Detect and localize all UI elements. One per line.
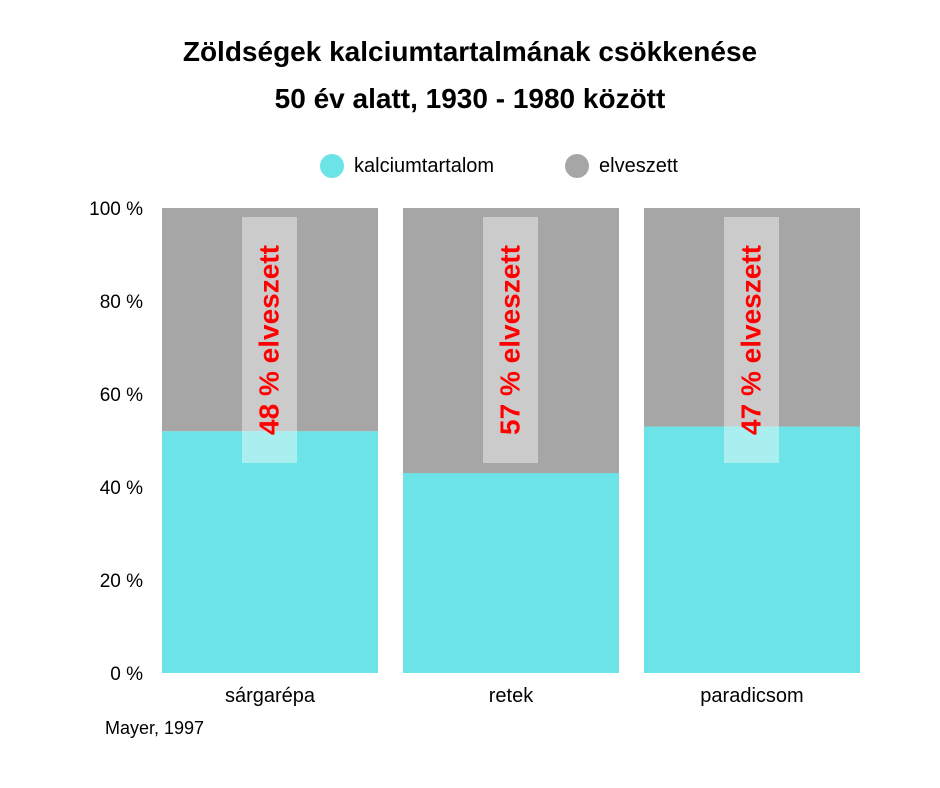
chart-title-line-2: 50 év alatt, 1930 - 1980 között: [274, 83, 666, 114]
legend-swatch-elveszett: [565, 154, 589, 178]
legend-swatch-kalciumtartalom: [320, 154, 344, 178]
annotation-background: [724, 217, 779, 463]
y-tick-label: 20 %: [100, 571, 143, 592]
bar-kalciumtartalom-0: [162, 431, 378, 673]
legend-item-kalciumtartalom: kalciumtartalom: [320, 154, 494, 178]
y-tick-label: 100 %: [89, 199, 143, 220]
bar-elveszett-2: [644, 208, 860, 427]
y-tick-label: 80 %: [100, 292, 143, 313]
legend-label-elveszett: elveszett: [599, 154, 678, 177]
y-tick-label: 60 %: [100, 385, 143, 406]
chart-title-line-1: Zöldségek kalciumtartalmának csökkenése: [182, 36, 758, 67]
bar-kalciumtartalom-1: [403, 473, 619, 673]
legend-item-elveszett: elveszett: [565, 154, 678, 178]
x-tick-label: paradicsom: [700, 685, 803, 707]
source-citation: Mayer, 1997: [105, 718, 205, 738]
y-tick-label: 0 %: [110, 664, 143, 685]
loss-annotation-label: 57 % elveszett: [495, 245, 526, 435]
bar-elveszett-1: [403, 208, 619, 474]
annotation-background: [483, 217, 538, 463]
x-tick-label: sárgarépa: [225, 685, 316, 707]
bar-kalciumtartalom-2: [644, 426, 860, 673]
annotation-background: [242, 217, 297, 463]
loss-annotation-label: 47 % elveszett: [736, 245, 767, 435]
y-tick-label: 40 %: [100, 478, 143, 499]
loss-annotation-label: 48 % elveszett: [254, 245, 285, 435]
bar-elveszett-0: [162, 208, 378, 432]
legend-label-kalciumtartalom: kalciumtartalom: [354, 154, 495, 177]
x-tick-label: retek: [489, 685, 534, 707]
